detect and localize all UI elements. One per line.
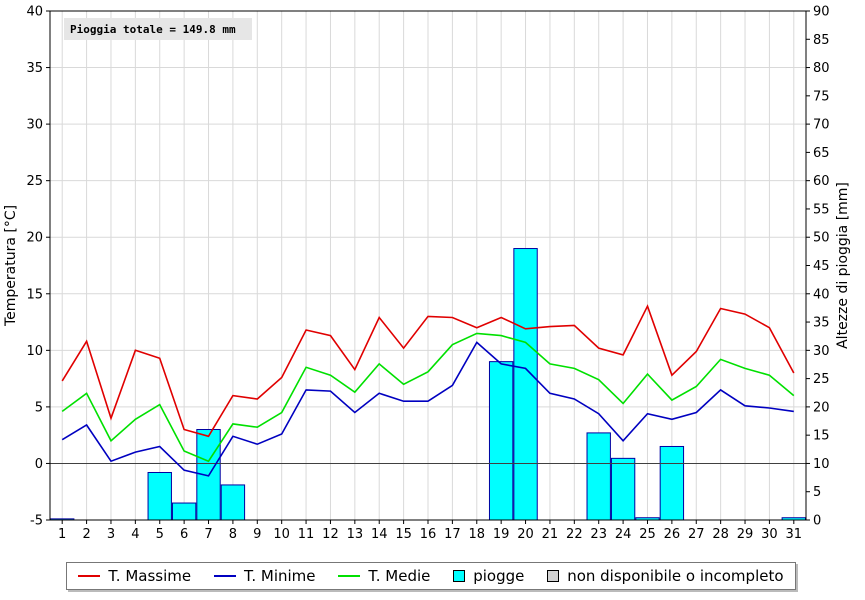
x-tick-label: 28 — [712, 527, 729, 542]
x-tick-label: 7 — [204, 527, 212, 542]
y-tick-label: 5 — [35, 400, 43, 415]
x-tick-label: 25 — [639, 527, 656, 542]
x-tick-label: 27 — [688, 527, 705, 542]
series-line-1 — [61, 341, 794, 477]
x-tick-label: 6 — [180, 527, 188, 542]
x-tick-label: 15 — [395, 527, 412, 542]
x-tick-label: 18 — [469, 527, 486, 542]
y2-tick-label: 15 — [813, 429, 830, 444]
x-tick-label: 1 — [58, 527, 66, 542]
rain-bar — [586, 432, 611, 521]
y2-tick-label: 30 — [813, 344, 830, 359]
legend-item-avg: T. Medie — [338, 567, 430, 585]
x-tick-label: 5 — [156, 527, 164, 542]
x-tick-label: 10 — [273, 527, 290, 542]
y-tick-label: 40 — [26, 5, 43, 20]
rain-bar — [171, 502, 197, 521]
rain-bar — [488, 361, 514, 521]
y2-tick-label: 25 — [813, 372, 830, 387]
y2-tick-label: 75 — [813, 89, 830, 104]
y2-tick-label: 10 — [813, 457, 830, 472]
rain-bar — [610, 457, 636, 521]
y2-tick-label: 90 — [813, 5, 830, 20]
x-tick-label: 23 — [590, 527, 607, 542]
y2-tick-label: 45 — [813, 259, 830, 274]
y2-tick-label: 50 — [813, 231, 830, 246]
y2-tick-label: 55 — [813, 202, 830, 217]
legend-swatch-min — [213, 575, 236, 577]
legend-label-rain: piogge — [473, 567, 525, 585]
rain-bar — [220, 484, 246, 521]
y2-tick-label: 40 — [813, 287, 830, 302]
y-tick-label: -5 — [30, 514, 43, 529]
total-rain-annotation: Pioggia totale = 149.8 mm — [64, 18, 252, 40]
x-tick-label: 12 — [322, 527, 339, 542]
legend-label-max: T. Massime — [108, 567, 192, 585]
x-tick-label: 19 — [493, 527, 510, 542]
x-tick-label: 13 — [347, 527, 364, 542]
y2-tick-label: 85 — [813, 33, 830, 48]
y2-tick-label: 70 — [813, 118, 830, 133]
legend-item-max: T. Massime — [78, 567, 191, 585]
temperature-lines — [61, 304, 795, 477]
x-tick-label: 22 — [566, 527, 583, 542]
x-tick-label: 11 — [298, 527, 315, 542]
y-tick-label: 20 — [26, 231, 43, 246]
y-tick-label: 25 — [26, 174, 43, 189]
x-tick-label: 14 — [371, 527, 388, 542]
total-rain-text: Pioggia totale = 149.8 mm — [70, 23, 236, 36]
rain-bar — [147, 471, 172, 521]
legend-label-min: T. Minime — [243, 567, 316, 585]
grid-lines — [50, 10, 806, 521]
x-tick-label: 20 — [517, 527, 534, 542]
x-tick-label: 2 — [82, 527, 90, 542]
y2-tick-label: 0 — [813, 514, 821, 529]
x-tick-label: 9 — [253, 527, 261, 542]
legend-item-rain: piogge — [453, 567, 524, 585]
x-tick-label: 24 — [615, 527, 632, 542]
legend-label-avg: T. Medie — [368, 567, 431, 585]
y2-tick-label: 60 — [813, 174, 830, 189]
legend-swatch-max — [78, 575, 101, 577]
series-line-0 — [61, 304, 795, 438]
x-tick-label: 4 — [131, 527, 139, 542]
y-tick-label: 0 — [35, 457, 43, 472]
x-tick-label: 8 — [229, 527, 237, 542]
x-tick-label: 16 — [420, 527, 437, 542]
x-tick-label: 26 — [664, 527, 681, 542]
rain-bar — [513, 248, 538, 521]
legend-item-min: T. Minime — [213, 567, 316, 585]
y-tick-label: 30 — [26, 118, 43, 133]
x-tick-label: 21 — [542, 527, 559, 542]
right-axis-ticks: 0 5 10 15 20 25 30 35 40 45 50 55 60 65 70 75 80 85 90 — [806, 5, 830, 529]
y2-tick-label: 20 — [813, 400, 830, 415]
y2-tick-label: 35 — [813, 316, 830, 331]
x-tick-label: 3 — [107, 527, 115, 542]
y-tick-label: 35 — [26, 61, 43, 76]
y2-tick-label: 80 — [813, 61, 830, 76]
y2-axis-label: Altezze di pioggia [mm] — [835, 182, 851, 349]
rain-bar — [659, 445, 685, 521]
legend-item-na: non disponibile o incompleto — [547, 567, 784, 585]
y-axis-label: Temperatura [°C] — [3, 205, 19, 327]
series-line-2 — [61, 332, 795, 463]
legend: T. Massime T. Minime T. Medie piogge non… — [66, 562, 796, 590]
legend-label-na: non disponibile o incompleto — [567, 567, 784, 585]
x-tick-label: 30 — [761, 527, 778, 542]
left-axis-ticks: -5 0 5 10 15 20 25 30 35 40 — [26, 5, 50, 529]
y2-tick-label: 65 — [813, 146, 830, 161]
y-tick-label: 15 — [26, 287, 43, 302]
x-tick-label: 17 — [444, 527, 461, 542]
y-tick-label: 10 — [26, 344, 43, 359]
legend-swatch-avg — [338, 575, 361, 577]
legend-swatch-na — [547, 570, 560, 582]
x-tick-label: 31 — [786, 527, 803, 542]
x-tick-label: 29 — [737, 527, 754, 542]
y2-tick-label: 5 — [813, 485, 821, 500]
x-axis-ticks: 1 2 3 4 5 6 7 8 9 10 11 12 13 14 15 16 17 18 19 20 21 22 23 24 2… — [58, 520, 802, 542]
legend-swatch-rain — [453, 570, 466, 582]
